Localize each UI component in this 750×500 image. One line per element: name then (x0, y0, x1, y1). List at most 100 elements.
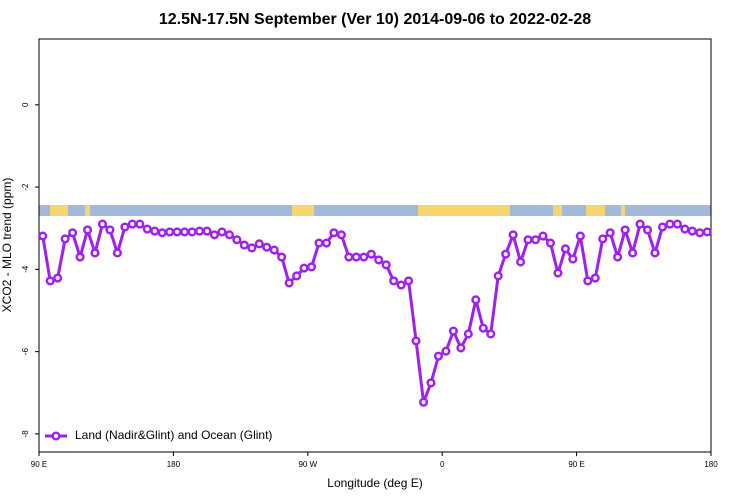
point (508, 230, 518, 240)
point (239, 240, 249, 250)
point (620, 225, 630, 235)
point (695, 228, 705, 238)
point (306, 262, 317, 272)
point (172, 227, 182, 237)
point (194, 226, 205, 236)
point (545, 238, 556, 248)
point (553, 268, 563, 278)
point (433, 351, 444, 361)
point (329, 228, 339, 238)
point (583, 276, 593, 286)
point (105, 225, 115, 235)
point (560, 244, 570, 254)
point (254, 239, 264, 249)
point (209, 230, 220, 240)
point (471, 295, 481, 305)
point (530, 235, 541, 245)
point (463, 329, 473, 339)
point (38, 231, 48, 241)
point (493, 271, 503, 281)
point (112, 248, 122, 258)
point (613, 252, 623, 262)
point (575, 231, 585, 241)
x-tick-label: 90 E (568, 460, 584, 469)
point (262, 242, 272, 252)
point (605, 228, 615, 238)
point (165, 227, 175, 237)
point (314, 238, 324, 248)
point (97, 219, 108, 229)
point (650, 248, 660, 258)
x-tick-label: 90 E (31, 460, 47, 469)
point (142, 224, 152, 234)
point (82, 225, 93, 235)
point (523, 235, 533, 245)
x-tick-label: 90 W (298, 460, 317, 469)
point (269, 245, 279, 255)
point (224, 230, 234, 240)
y-tick-label: -2 (21, 183, 30, 191)
point (389, 276, 399, 286)
legend-label: Land (Nadir&Glint) and Ocean (Glint) (75, 428, 272, 442)
series-line (41, 222, 708, 404)
y-tick-label: 0 (21, 102, 30, 107)
point (157, 228, 167, 238)
land-ocean-strip (39, 205, 711, 216)
point (568, 254, 578, 264)
point (217, 227, 227, 237)
point (538, 231, 548, 241)
point (90, 248, 100, 258)
point (202, 226, 212, 236)
legend-marker (51, 431, 61, 441)
x-axis-label: Longitude (deg E) (327, 476, 422, 490)
point (277, 252, 287, 262)
y-axis-label: XCO2 - MLO trend (ppm) (0, 178, 14, 313)
point (120, 222, 130, 232)
plot-frame (38, 38, 712, 453)
y-tick-label: -8 (21, 430, 30, 438)
point (247, 243, 257, 253)
point (321, 238, 332, 248)
point (292, 271, 302, 281)
point (344, 252, 354, 262)
point (180, 227, 190, 237)
point (642, 225, 653, 235)
point (336, 230, 346, 240)
point (374, 255, 384, 265)
point (426, 378, 436, 388)
y-tick-label: -6 (21, 348, 30, 356)
point (516, 257, 526, 267)
x-tick-label: 0 (440, 460, 445, 469)
point (366, 249, 376, 259)
point (75, 252, 85, 262)
x-tick-label: 180 (704, 460, 718, 469)
point (448, 326, 458, 336)
point (501, 249, 511, 259)
point (672, 219, 682, 229)
point (441, 346, 451, 356)
point (478, 323, 488, 333)
point (635, 219, 645, 229)
point (702, 227, 712, 237)
point (404, 276, 414, 286)
x-tick-label: 180 (167, 460, 181, 469)
y-tick-label: -4 (21, 265, 30, 273)
point (628, 248, 638, 258)
point (127, 219, 137, 229)
point (598, 234, 608, 244)
point (150, 226, 160, 236)
point (187, 227, 197, 237)
point (68, 228, 78, 238)
point (135, 219, 145, 229)
point (590, 273, 600, 283)
point (232, 235, 242, 245)
point (299, 263, 309, 273)
point (486, 329, 496, 339)
point (396, 280, 406, 290)
point (284, 278, 294, 288)
point (687, 226, 697, 236)
point (665, 219, 675, 229)
chart-title: 12.5N-17.5N September (Ver 10) 2014-09-0… (159, 11, 591, 28)
point (680, 224, 690, 234)
